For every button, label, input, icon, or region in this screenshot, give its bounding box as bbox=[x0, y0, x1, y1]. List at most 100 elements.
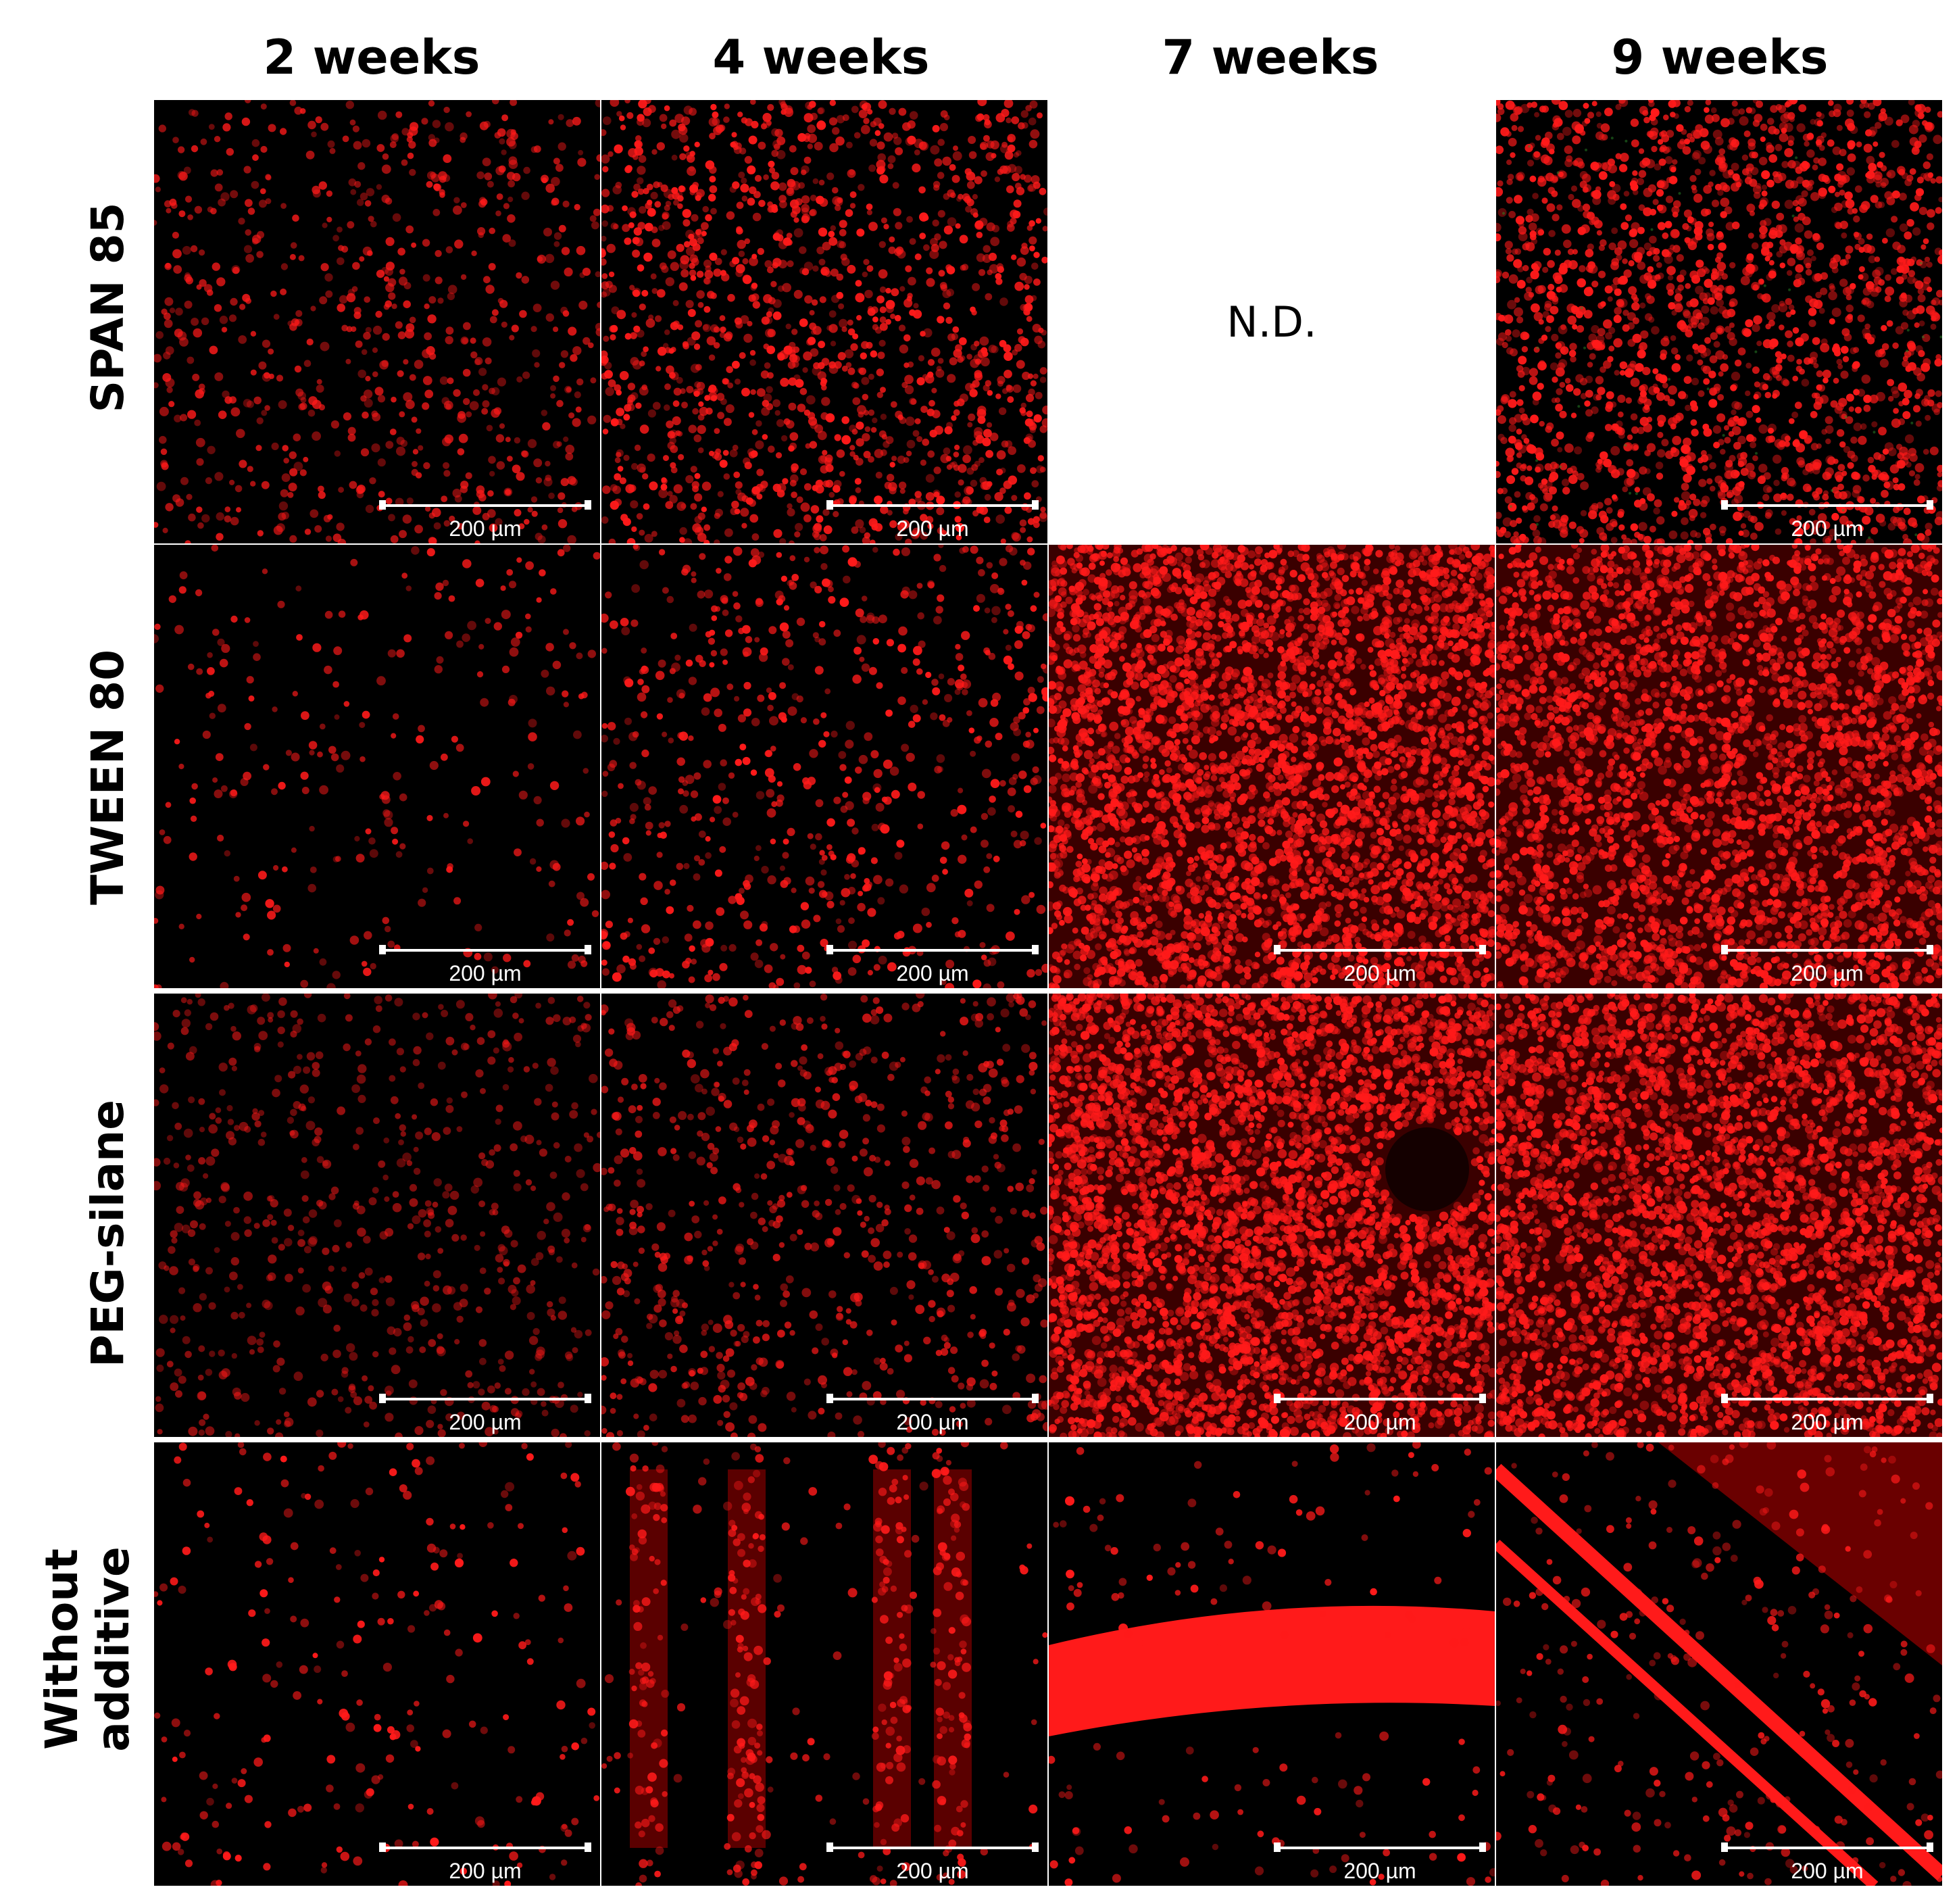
row-header-without-additive-text: Without additive bbox=[36, 1546, 139, 1752]
scale-bar: 200 µm bbox=[826, 1392, 1039, 1435]
fiber-edge bbox=[1496, 1540, 1879, 1886]
scale-bar-line bbox=[828, 949, 1037, 952]
scale-bar-cap-right bbox=[1927, 1842, 1933, 1852]
scale-bar-label: 200 µm bbox=[1722, 516, 1932, 541]
fluorescence-image bbox=[601, 545, 1047, 988]
scale-bar-label: 200 µm bbox=[380, 516, 590, 541]
scale-bar-cap-right bbox=[1479, 1842, 1486, 1852]
fluorescence-image bbox=[1496, 100, 1942, 543]
scale-bar-cap-right bbox=[585, 500, 591, 510]
scale-bar-cap-right bbox=[1032, 500, 1039, 510]
scale-bar-cap-left bbox=[1721, 1394, 1728, 1403]
scale-bar-line bbox=[1275, 1847, 1485, 1849]
fluorescence-image bbox=[1049, 994, 1495, 1437]
scale-bar-cap-right bbox=[1032, 1394, 1039, 1403]
scale-bar-label: 200 µm bbox=[828, 1859, 1037, 1884]
column-header-2-weeks: 2 weeks bbox=[155, 17, 588, 98]
scale-bar-cap-right bbox=[1032, 1842, 1039, 1852]
row-header-tween-80: TWEEN 80 bbox=[82, 650, 134, 905]
fluorescence-image bbox=[1496, 1442, 1942, 1886]
not-determined-label: N.D. bbox=[1226, 297, 1317, 347]
scale-bar-cap-left bbox=[826, 1394, 833, 1403]
scale-bar-cap-right bbox=[1927, 945, 1933, 954]
fluorescence-image bbox=[601, 100, 1047, 543]
scale-bar-cap-left bbox=[1721, 1842, 1728, 1852]
scale-bar: 200 µm bbox=[826, 1841, 1039, 1884]
scale-bar-label: 200 µm bbox=[380, 961, 590, 986]
scale-bar-line bbox=[380, 1847, 590, 1849]
column-header-4-weeks: 4 weeks bbox=[605, 17, 1037, 98]
panel-pegsilane-7weeks: 200 µm bbox=[1049, 994, 1495, 1437]
scale-bar-line bbox=[1722, 1398, 1932, 1400]
scale-bar-label: 200 µm bbox=[1275, 1410, 1485, 1435]
scale-bar-line bbox=[1722, 504, 1932, 507]
panel-span85-2weeks: 200 µm bbox=[154, 100, 600, 543]
panel-without-additive-7weeks: 200 µm bbox=[1049, 1442, 1495, 1886]
scale-bar-cap-left bbox=[379, 945, 386, 954]
column-header-9-weeks: 9 weeks bbox=[1504, 17, 1936, 98]
scale-bar-cap-left bbox=[379, 1842, 386, 1852]
scale-bar-line bbox=[380, 949, 590, 952]
scale-bar-label: 200 µm bbox=[1275, 961, 1485, 986]
scale-bar-line bbox=[1275, 949, 1485, 952]
panel-span85-4weeks: 200 µm bbox=[601, 100, 1047, 543]
scale-bar-cap-left bbox=[826, 1842, 833, 1852]
scale-bar-line bbox=[828, 504, 1037, 507]
scale-bar-label: 200 µm bbox=[828, 516, 1037, 541]
scale-bar-line bbox=[828, 1847, 1037, 1849]
row-header-without-additive: Without additive bbox=[36, 1546, 139, 1752]
panel-tween80-4weeks: 200 µm bbox=[601, 545, 1047, 988]
panel-tween80-9weeks: 200 µm bbox=[1496, 545, 1942, 988]
fluorescence-image bbox=[154, 1442, 600, 1886]
scale-bar: 200 µm bbox=[1721, 499, 1933, 541]
scale-bar-label: 200 µm bbox=[380, 1410, 590, 1435]
fluorescence-image bbox=[601, 1442, 1047, 1886]
scale-bar-line bbox=[1275, 1398, 1485, 1400]
scale-bar: 200 µm bbox=[1721, 944, 1933, 986]
fluorescence-image bbox=[1049, 1442, 1495, 1886]
scale-bar-cap-right bbox=[1479, 1394, 1486, 1403]
column-header-7-weeks: 7 weeks bbox=[1054, 17, 1487, 98]
scale-bar-cap-left bbox=[1721, 500, 1728, 510]
scale-bar-label: 200 µm bbox=[828, 1410, 1037, 1435]
fiber-band bbox=[1049, 1605, 1495, 1736]
scale-bar-cap-left bbox=[1274, 945, 1281, 954]
scale-bar-line bbox=[1722, 1847, 1932, 1849]
scale-bar-cap-right bbox=[585, 945, 591, 954]
panel-span85-7weeks-not-determined: N.D. bbox=[1049, 100, 1495, 543]
scale-bar-cap-right bbox=[585, 1842, 591, 1852]
panel-without-additive-4weeks: 200 µm bbox=[601, 1442, 1047, 1886]
scale-bar-cap-right bbox=[585, 1394, 591, 1403]
scale-bar-cap-left bbox=[379, 500, 386, 510]
panel-pegsilane-9weeks: 200 µm bbox=[1496, 994, 1942, 1437]
scale-bar-label: 200 µm bbox=[1722, 1410, 1932, 1435]
fluorescence-image bbox=[154, 545, 600, 988]
scale-bar-cap-right bbox=[1927, 500, 1933, 510]
row-header-span-85: SPAN 85 bbox=[82, 203, 134, 413]
panel-pegsilane-2weeks: 200 µm bbox=[154, 994, 600, 1437]
scale-bar-label: 200 µm bbox=[1722, 961, 1932, 986]
row-header-peg-silane: PEG-silane bbox=[82, 1100, 134, 1367]
scale-bar: 200 µm bbox=[1274, 1392, 1486, 1435]
panel-tween80-2weeks: 200 µm bbox=[154, 545, 600, 988]
scale-bar: 200 µm bbox=[1274, 944, 1486, 986]
scale-bar-cap-left bbox=[1721, 945, 1728, 954]
fiber-column bbox=[873, 1469, 911, 1848]
scale-bar: 200 µm bbox=[1721, 1392, 1933, 1435]
fluorescence-image bbox=[1496, 994, 1942, 1437]
panel-pegsilane-4weeks: 200 µm bbox=[601, 994, 1047, 1437]
scale-bar: 200 µm bbox=[379, 944, 591, 986]
scale-bar-cap-right bbox=[1032, 945, 1039, 954]
panel-without-additive-2weeks: 200 µm bbox=[154, 1442, 600, 1886]
panel-tween80-7weeks: 200 µm bbox=[1049, 545, 1495, 988]
scale-bar-line bbox=[1722, 949, 1932, 952]
scale-bar-cap-left bbox=[1274, 1842, 1281, 1852]
scale-bar: 200 µm bbox=[826, 499, 1039, 541]
panel-span85-9weeks: 200 µm bbox=[1496, 100, 1942, 543]
scale-bar-cap-left bbox=[826, 945, 833, 954]
scale-bar-label: 200 µm bbox=[1722, 1859, 1932, 1884]
scale-bar-cap-left bbox=[1274, 1394, 1281, 1403]
scale-bar-label: 200 µm bbox=[1275, 1859, 1485, 1884]
scale-bar-cap-right bbox=[1479, 945, 1486, 954]
fluorescence-image bbox=[1496, 545, 1942, 988]
